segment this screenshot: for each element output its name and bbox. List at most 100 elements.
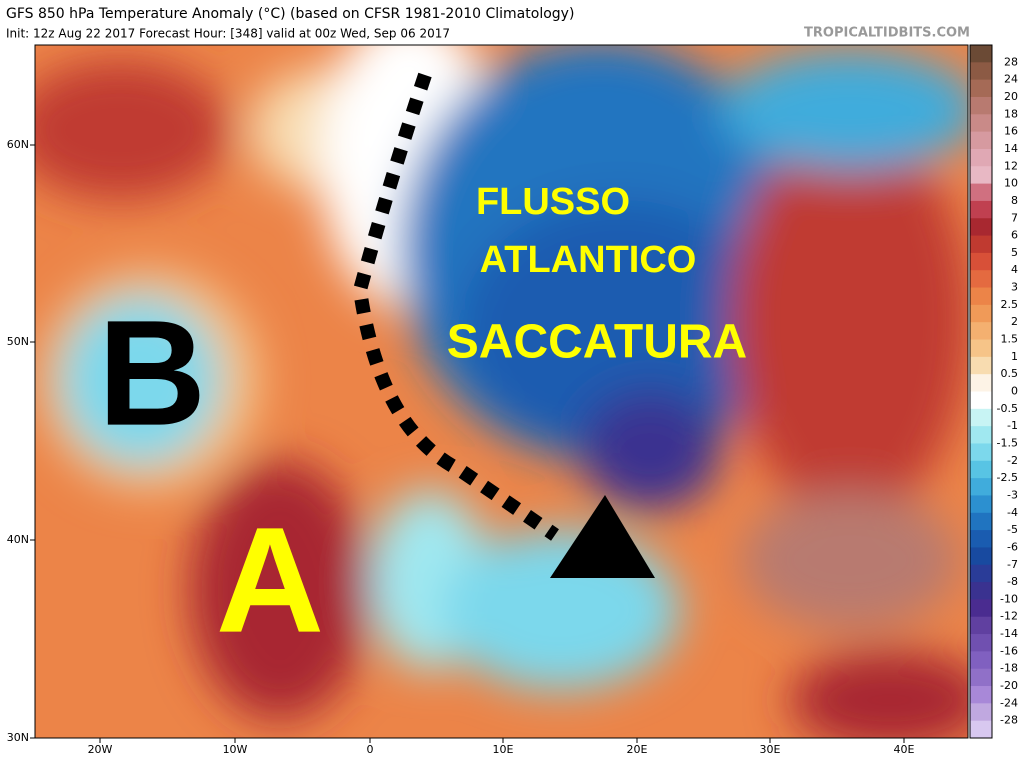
colorbar-label: 6 xyxy=(1011,229,1018,242)
colorbar-swatch xyxy=(970,218,992,237)
subtitle: Init: 12z Aug 22 2017 Forecast Hour: [34… xyxy=(6,27,450,41)
colorbar-swatch xyxy=(970,200,992,219)
colorbar-swatch xyxy=(970,79,992,98)
lat-label: 40N xyxy=(7,533,29,546)
colorbar-swatch xyxy=(970,304,992,323)
colorbar-swatch xyxy=(970,668,992,687)
colorbar-label: 0 xyxy=(1011,385,1018,398)
colorbar-label: 2.5 xyxy=(1001,298,1019,311)
colorbar-label: -7 xyxy=(1007,558,1018,571)
lon-label: 40E xyxy=(894,743,915,756)
annotation: FLUSSO xyxy=(476,181,630,223)
colorbar-label: 10 xyxy=(1004,177,1018,190)
lat-label: 50N xyxy=(7,335,29,348)
colorbar-label: -5 xyxy=(1007,523,1018,536)
colorbar-label: 16 xyxy=(1004,125,1018,138)
colorbar-swatch xyxy=(970,530,992,548)
colorbar-swatch xyxy=(970,616,992,635)
annotation: ATLANTICO xyxy=(480,239,697,281)
colorbar-label: -0.5 xyxy=(997,402,1018,415)
colorbar-swatch xyxy=(970,235,992,254)
colorbar-swatch xyxy=(970,391,992,410)
colorbar-swatch xyxy=(970,703,992,722)
colorbar-label: 7 xyxy=(1011,211,1018,224)
colorbar-frame xyxy=(969,44,993,739)
colorbar-swatch xyxy=(970,651,992,670)
colorbar-swatch xyxy=(970,270,992,289)
title: GFS 850 hPa Temperature Anomaly (°C) (ba… xyxy=(6,6,574,22)
colorbar-swatch xyxy=(970,374,992,392)
colorbar-label: -8 xyxy=(1007,575,1018,588)
colorbar-label: -16 xyxy=(1000,644,1018,657)
colorbar-swatch xyxy=(970,582,992,600)
colorbar-swatch xyxy=(970,45,992,63)
colorbar-label: 4 xyxy=(1011,263,1018,276)
colorbar-swatch xyxy=(970,322,992,341)
colorbar-swatch xyxy=(970,96,992,115)
colorbar-label: -6 xyxy=(1007,540,1018,553)
colorbar-label: -2.5 xyxy=(997,471,1018,484)
colorbar-label: 3 xyxy=(1011,281,1018,294)
colorbar-label: -24 xyxy=(1000,696,1018,709)
colorbar-swatch xyxy=(970,148,992,167)
colorbar-swatch xyxy=(970,564,992,583)
dotted-arrow xyxy=(352,72,559,541)
colorbar-label: 0.5 xyxy=(1001,367,1019,380)
colorbar-label: 24 xyxy=(1004,73,1018,86)
colorbar-label: -4 xyxy=(1007,506,1018,519)
colorbar-label: 18 xyxy=(1004,107,1018,120)
annotation: SACCATURA xyxy=(447,316,747,369)
colorbar-swatch xyxy=(970,495,992,514)
colorbar-swatch xyxy=(970,478,992,496)
lon-label: 10E xyxy=(493,743,514,756)
colorbar-swatch xyxy=(970,183,992,202)
lon-label: 20W xyxy=(88,743,113,756)
colorbar-label: -1.5 xyxy=(997,436,1018,449)
colorbar-swatch xyxy=(970,512,992,531)
colorbar-swatch xyxy=(970,686,992,704)
lon-label: 30E xyxy=(760,743,781,756)
colorbar-label: -12 xyxy=(1000,610,1018,623)
colorbar-swatch xyxy=(970,131,992,150)
colorbar-swatch xyxy=(970,339,992,358)
lat-label: 60N xyxy=(7,138,29,151)
colorbar-swatch xyxy=(970,408,992,427)
high-pressure: A xyxy=(216,496,324,664)
colorbar-label: 20 xyxy=(1004,90,1018,103)
colorbar-swatch xyxy=(970,547,992,566)
colorbar-label: -10 xyxy=(1000,592,1018,605)
colorbar-swatch xyxy=(970,166,992,185)
colorbar-swatch xyxy=(970,599,992,618)
colorbar-swatch xyxy=(970,634,992,652)
low-pressure: B xyxy=(98,289,206,457)
colorbar-swatch xyxy=(970,443,992,462)
map-frame xyxy=(34,44,969,739)
colorbar-label: 5 xyxy=(1011,246,1018,259)
colorbar-label: -2 xyxy=(1007,454,1018,467)
colorbar-swatch xyxy=(970,426,992,444)
colorbar-label: 1.5 xyxy=(1001,333,1019,346)
colorbar-label: -3 xyxy=(1007,488,1018,501)
lat-label: 30N xyxy=(7,731,29,744)
lon-label: 20E xyxy=(627,743,648,756)
lon-label: 0 xyxy=(367,743,374,756)
colorbar-swatch xyxy=(970,287,992,306)
colorbar-swatch xyxy=(970,114,992,133)
colorbar-label: 1 xyxy=(1011,350,1018,363)
colorbar-label: -14 xyxy=(1000,627,1018,640)
map xyxy=(35,45,968,738)
lon-label: 10W xyxy=(223,743,248,756)
colorbar-swatch xyxy=(970,356,992,375)
colorbar-label: 8 xyxy=(1011,194,1018,207)
colorbar-swatch xyxy=(970,460,992,479)
colorbar-label: -20 xyxy=(1000,679,1018,692)
colorbar-label: -1 xyxy=(1007,419,1018,432)
colorbar-swatch xyxy=(970,720,992,739)
colorbar-label: -28 xyxy=(1000,714,1018,727)
colorbar-swatch xyxy=(970,252,992,271)
colorbar-label: -18 xyxy=(1000,662,1018,675)
colorbar-swatch xyxy=(970,62,992,81)
triangle xyxy=(550,495,655,578)
